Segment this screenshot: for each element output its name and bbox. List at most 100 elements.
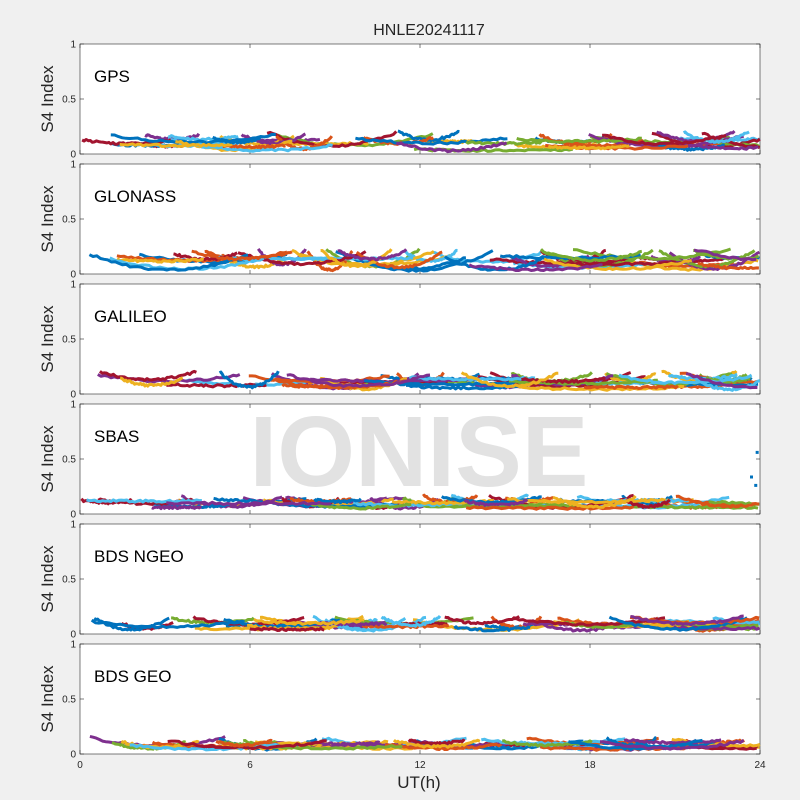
y-axis-label: S4 Index xyxy=(38,545,57,613)
y-tick-label: 1 xyxy=(70,520,76,531)
panel-bds-ngeo: 0 0.5 1 BDS NGEO S4 Index xyxy=(38,520,761,641)
panel-galileo: 0 0.5 1 GALILEO S4 Index xyxy=(38,280,761,401)
y-tick-label: 0 xyxy=(70,150,76,161)
series-track xyxy=(543,249,642,263)
series-track xyxy=(361,623,450,630)
chart-title: HNLE20241117 xyxy=(373,22,485,39)
series-track xyxy=(624,498,671,509)
series-track xyxy=(310,740,381,747)
series-track xyxy=(396,141,508,154)
series-track xyxy=(546,260,683,267)
series-track xyxy=(355,136,508,146)
series-track xyxy=(583,384,679,390)
panel-label: GLONASS xyxy=(94,187,176,206)
series-track xyxy=(408,375,536,382)
series-track xyxy=(567,738,703,751)
series-track xyxy=(516,136,642,144)
y-axis-label: S4 Index xyxy=(38,425,57,493)
series-track xyxy=(212,135,263,145)
y-tick-label: 0 xyxy=(70,750,76,761)
series-track xyxy=(618,373,753,385)
series-track xyxy=(599,738,745,751)
series-track xyxy=(253,617,365,626)
series-track xyxy=(502,739,593,748)
x-tick-label: 18 xyxy=(584,760,596,771)
plot-area xyxy=(79,643,761,755)
series-track xyxy=(444,615,521,626)
y-tick-label: 0 xyxy=(70,630,76,641)
y-tick-label: 0 xyxy=(70,390,76,401)
y-tick-label: 0.5 xyxy=(62,95,76,106)
panel-label: BDS NGEO xyxy=(94,547,184,566)
panel-label: BDS GEO xyxy=(94,667,171,686)
series-track xyxy=(93,616,170,632)
y-tick-label: 0 xyxy=(70,270,76,281)
series-track xyxy=(308,501,412,511)
series-point xyxy=(754,483,758,487)
series-track xyxy=(167,134,239,142)
series-track xyxy=(693,248,757,262)
series-track xyxy=(463,498,529,507)
series-track xyxy=(684,141,759,151)
series-track xyxy=(380,614,442,628)
series-track xyxy=(507,497,667,505)
series-track xyxy=(384,742,503,751)
panel-label: SBAS xyxy=(94,427,139,446)
series-track xyxy=(623,738,722,746)
series-track xyxy=(166,500,331,506)
series-point xyxy=(750,475,753,479)
series-track xyxy=(119,376,184,388)
series-track xyxy=(215,738,273,748)
y-tick-label: 1 xyxy=(70,640,76,651)
series-track xyxy=(286,373,431,388)
panel-glonass: 0 0.5 1 GLONASS S4 Index xyxy=(38,160,761,281)
y-tick-label: 1 xyxy=(70,160,76,171)
series-track xyxy=(98,369,197,382)
data-series xyxy=(88,247,761,273)
series-track xyxy=(608,615,748,632)
series-track xyxy=(337,248,408,262)
series-track xyxy=(675,494,760,509)
series-track xyxy=(167,739,327,751)
series-track xyxy=(552,494,637,509)
series-track xyxy=(460,371,559,389)
series-track xyxy=(543,257,693,271)
panel-label: GALILEO xyxy=(94,307,167,326)
y-tick-label: 0 xyxy=(70,510,76,521)
x-tick-label: 0 xyxy=(77,760,83,771)
plot-area xyxy=(79,403,761,515)
y-axis-label: S4 Index xyxy=(38,665,57,733)
series-track xyxy=(222,143,286,150)
x-axis-label: UT(h) xyxy=(397,773,440,792)
series-point xyxy=(755,450,759,454)
series-track xyxy=(88,253,249,272)
series-track xyxy=(249,626,325,632)
series-track xyxy=(697,261,759,271)
series-track xyxy=(453,625,531,633)
data-series xyxy=(89,734,761,752)
series-track xyxy=(90,618,245,630)
series-track xyxy=(313,497,362,505)
y-tick-label: 0.5 xyxy=(62,695,76,706)
series-track xyxy=(195,143,333,153)
series-track xyxy=(407,738,466,746)
series-track xyxy=(685,372,758,390)
y-tick-label: 0.5 xyxy=(62,575,76,586)
panel-sbas: 0 0.5 1 SBAS S4 Index xyxy=(38,400,761,521)
series-track xyxy=(392,738,481,750)
plot-area xyxy=(79,523,761,635)
y-tick-label: 0.5 xyxy=(62,215,76,226)
series-track xyxy=(572,247,732,261)
series-track xyxy=(512,616,666,627)
data-series xyxy=(90,614,761,633)
data-series xyxy=(97,369,761,392)
x-tick-label: 12 xyxy=(414,760,426,771)
panel-label: GPS xyxy=(94,67,130,86)
panels: 0 0.5 1 GPS S4 Index 0 0.5 1 GLONASS S4 Index 0 0.5… xyxy=(38,40,766,772)
panel-gps: 0 0.5 1 GPS S4 Index xyxy=(38,40,761,161)
series-track xyxy=(191,249,288,262)
watermark: IONISE xyxy=(250,396,589,508)
series-track xyxy=(405,383,519,391)
y-axis-label: S4 Index xyxy=(38,185,57,253)
